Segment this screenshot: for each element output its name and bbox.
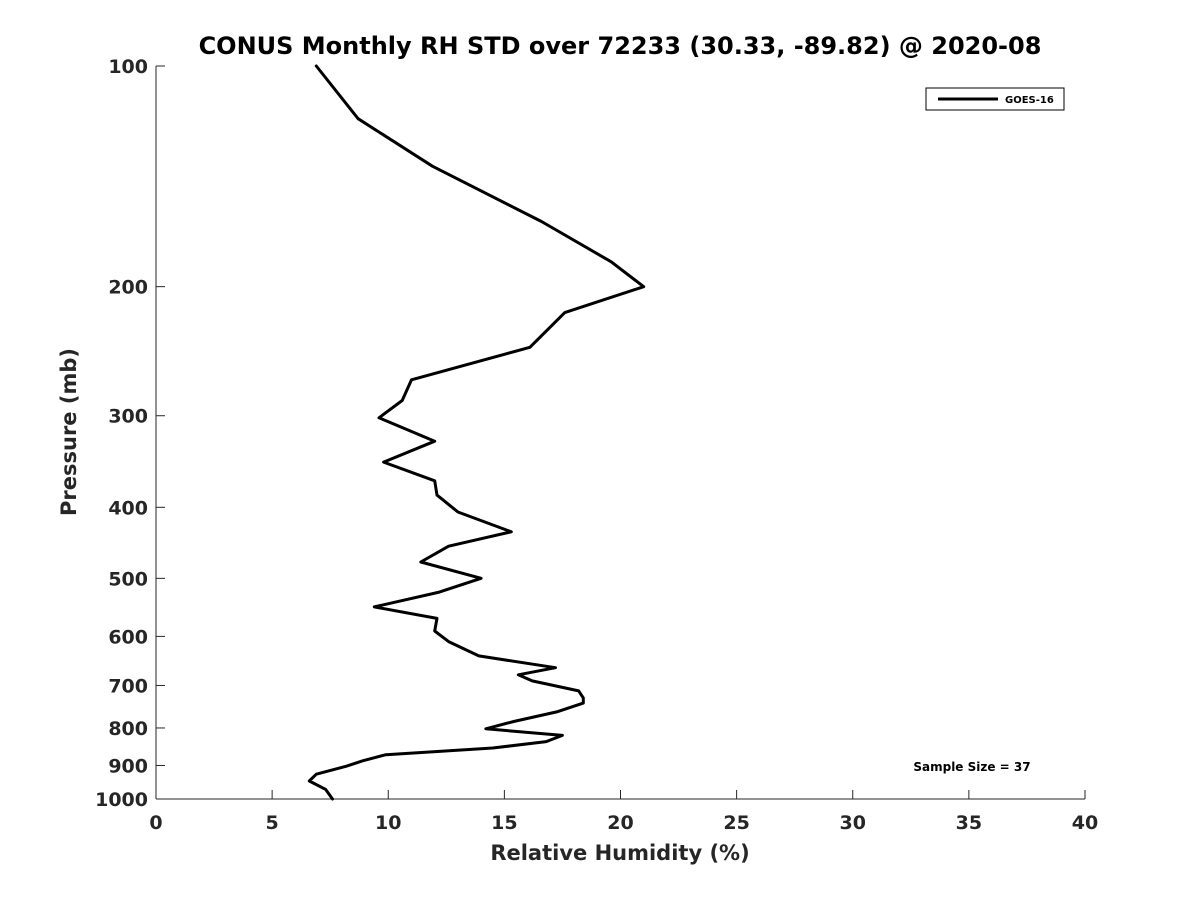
y-tick-label: 400 (108, 497, 148, 519)
chart-title: CONUS Monthly RH STD over 72233 (30.33, … (199, 32, 1042, 60)
y-axis-label: Pressure (mb) (57, 348, 81, 516)
x-axis-label: Relative Humidity (%) (490, 841, 749, 865)
y-tick-label: 100 (108, 56, 148, 78)
y-tick-label: 500 (108, 568, 148, 590)
x-tick-label: 40 (1072, 812, 1098, 834)
sample-size-annotation: Sample Size = 37 (913, 760, 1030, 774)
x-tick-label: 30 (840, 812, 866, 834)
y-tick-label: 700 (108, 675, 148, 697)
x-tick-label: 15 (491, 812, 517, 834)
x-tick-label: 5 (266, 812, 279, 834)
series-line-goes-16 (307, 64, 646, 801)
y-tick-label: 800 (108, 718, 148, 740)
y-tick-label: 300 (108, 406, 148, 428)
y-tick-label: 1000 (95, 789, 148, 811)
plot-area: 0 5 10 15 20 25 30 35 40 100 200 300 400 500 600 700 800… (95, 56, 1098, 834)
y-tick-label: 600 (108, 626, 148, 648)
legend: GOES-16 (925, 87, 1065, 111)
x-tick-label: 10 (375, 812, 401, 834)
x-tick-label: 20 (607, 812, 633, 834)
x-tick-label: 0 (149, 812, 162, 834)
y-tick-label: 200 (108, 277, 148, 299)
legend-label: GOES-16 (1005, 95, 1054, 106)
x-tick-label: 35 (956, 812, 982, 834)
x-tick-label: 25 (723, 812, 749, 834)
y-tick-label: 900 (108, 755, 148, 777)
